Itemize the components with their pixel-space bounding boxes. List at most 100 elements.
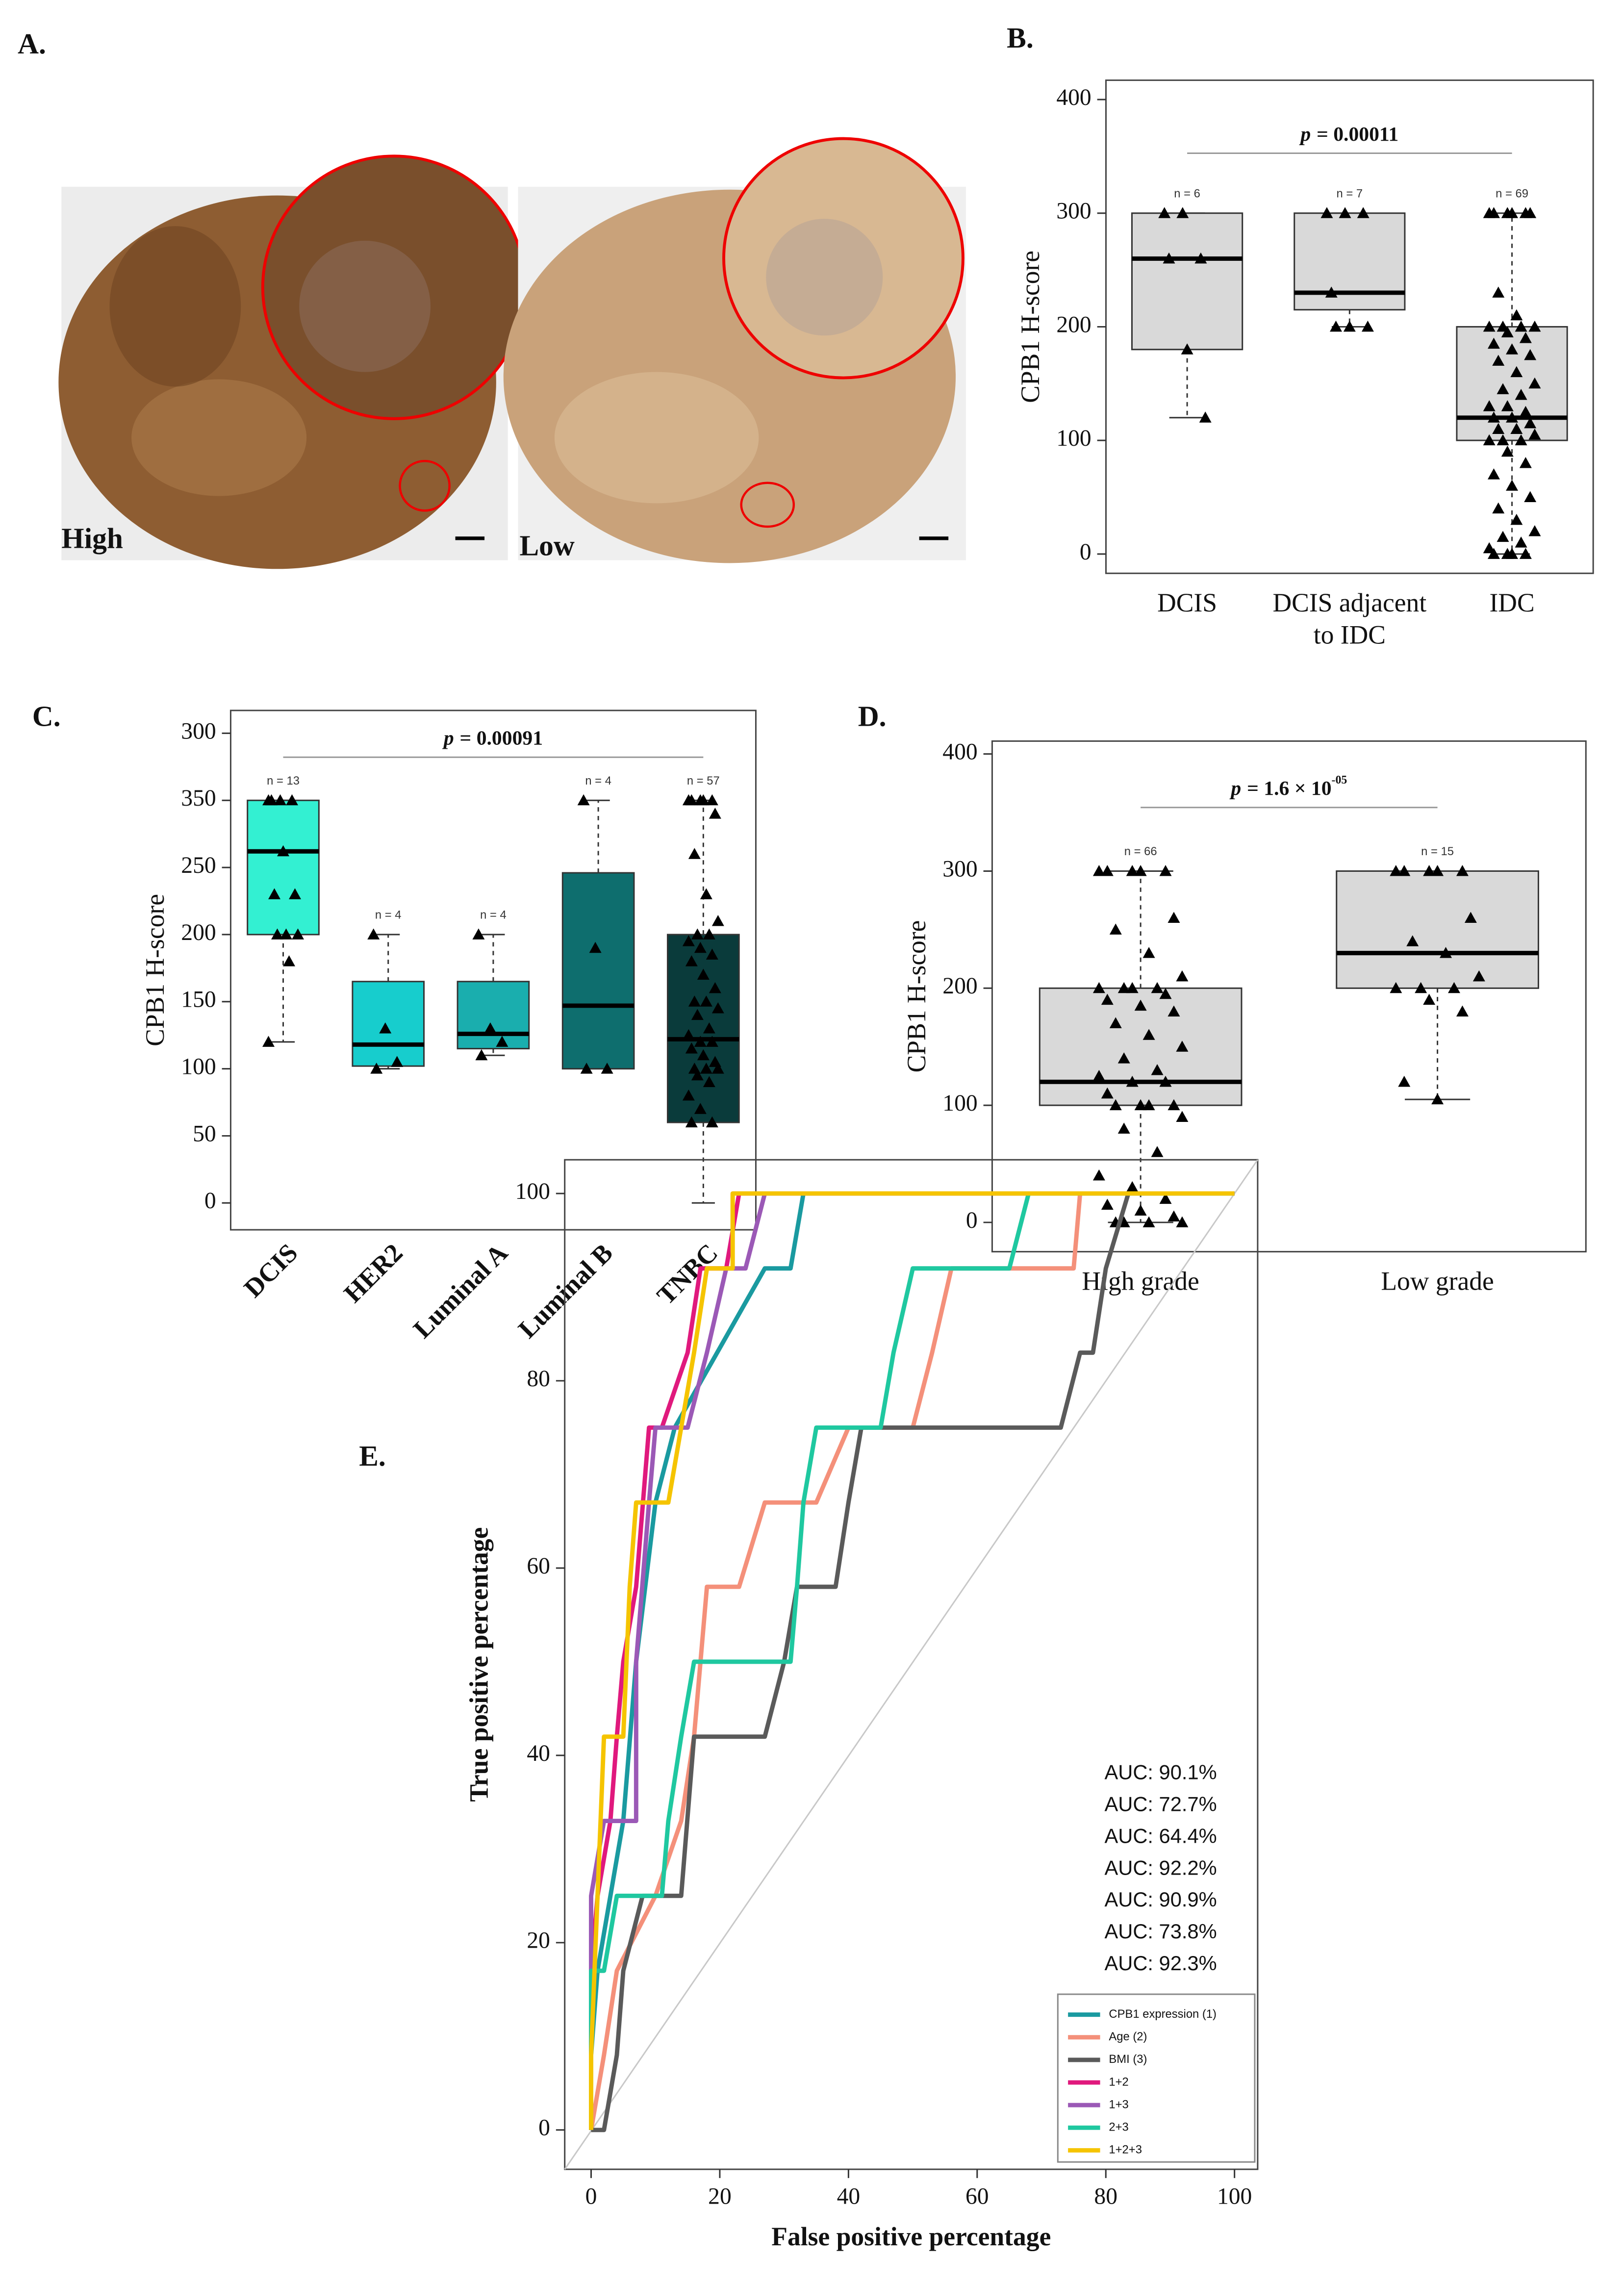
data-point: [1159, 988, 1172, 999]
auc-label: AUC: 73.8%: [1105, 1920, 1217, 1943]
data-point: [703, 1022, 715, 1034]
n-label: n = 13: [267, 774, 300, 787]
data-point: [1487, 207, 1500, 218]
data-point: [697, 794, 710, 806]
data-point: [1134, 1099, 1147, 1111]
annotation-text: = 0.00091: [460, 727, 543, 749]
x-tick-label: 20: [708, 2184, 732, 2209]
n-label: n = 4: [480, 909, 507, 922]
data-point: [283, 955, 296, 966]
y-tick-label: 150: [181, 987, 216, 1013]
data-point: [1492, 355, 1505, 366]
annotation-text: = 1.6 × 10: [1247, 777, 1331, 800]
data-point: [1117, 982, 1130, 993]
data-point: [711, 1063, 724, 1074]
legend-label: 2+3: [1109, 2120, 1128, 2134]
data-point: [1431, 864, 1444, 876]
data-point: [1126, 982, 1139, 993]
data-point: [1501, 445, 1514, 457]
y-tick-label: 0: [538, 2115, 550, 2141]
data-point: [265, 794, 278, 806]
data-point: [1167, 1099, 1180, 1111]
data-point: [1487, 411, 1500, 423]
data-point: [1447, 982, 1460, 993]
data-point: [1142, 1029, 1155, 1040]
box: [1336, 870, 1539, 989]
annotation-symbol: p: [1229, 777, 1241, 800]
data-point: [1390, 982, 1402, 993]
data-point: [1524, 207, 1537, 218]
data-point: [1506, 207, 1519, 218]
data-point: [700, 995, 712, 1007]
data-point: [1528, 377, 1541, 389]
y-tick-label: 60: [527, 1553, 550, 1579]
data-point: [682, 935, 695, 946]
data-point: [475, 1049, 488, 1061]
box: [1131, 212, 1243, 351]
y-axis-label: True positive percentage: [464, 1527, 493, 1802]
data-point: [1483, 434, 1496, 446]
y-tick-label: 300: [942, 856, 977, 882]
legend-label: BMI (3): [1109, 2053, 1147, 2066]
x-axis-label: False positive percentage: [771, 2222, 1051, 2251]
plot-frame: [564, 1159, 1259, 2170]
data-point: [289, 888, 302, 899]
data-point: [379, 1022, 392, 1034]
zoom-marker: [399, 459, 451, 512]
plot-frame: [991, 740, 1587, 1253]
data-point: [1142, 1216, 1155, 1227]
data-point: [1406, 935, 1419, 946]
y-tick-label: 400: [1056, 85, 1091, 110]
data-point: [1176, 1216, 1189, 1227]
box: [1294, 212, 1406, 311]
data-point: [1092, 864, 1105, 876]
data-point: [1167, 1005, 1180, 1017]
data-point: [1506, 411, 1519, 423]
y-tick-label: 40: [527, 1741, 550, 1766]
y-tick-label: 250: [181, 853, 216, 878]
y-tick-label: 0: [204, 1188, 216, 1214]
annotation-symbol: p: [1299, 123, 1311, 145]
data-point: [1492, 502, 1505, 514]
annotation: p = 1.6 × 10-05: [1229, 774, 1347, 800]
data-point: [286, 794, 299, 806]
data-point: [589, 941, 602, 953]
y-axis-label: CPB1 H-score: [1015, 251, 1045, 403]
data-point: [1142, 947, 1155, 958]
box: [247, 799, 320, 936]
y-tick-label: 100: [181, 1054, 216, 1080]
data-point: [1497, 383, 1509, 394]
data-point: [1134, 999, 1147, 1011]
data-point: [706, 1036, 718, 1047]
auc-label: AUC: 90.1%: [1105, 1761, 1217, 1784]
panel-label: D.: [858, 700, 887, 732]
data-point: [1528, 525, 1541, 536]
data-point: [580, 1063, 593, 1074]
legend-label: CPB1 expression (1): [1109, 2007, 1217, 2021]
data-point: [1361, 320, 1374, 332]
x-tick-label: DCIS: [238, 1238, 304, 1303]
data-point: [1487, 337, 1500, 349]
data-point: [1515, 536, 1527, 548]
x-tick-label: to IDC: [1314, 620, 1386, 649]
n-label: n = 7: [1337, 187, 1363, 200]
data-point: [1423, 993, 1436, 1005]
data-point: [703, 928, 715, 940]
tissue-texture: [109, 226, 241, 387]
data-point: [697, 968, 710, 980]
data-point: [367, 928, 380, 940]
data-point: [706, 1116, 718, 1128]
data-point: [706, 948, 718, 960]
data-point: [694, 941, 707, 953]
data-point: [484, 1022, 497, 1034]
data-point: [1176, 207, 1189, 218]
data-point: [1357, 207, 1370, 218]
data-point: [1510, 513, 1523, 525]
data-point: [274, 794, 287, 806]
x-tick-label: 60: [965, 2184, 989, 2209]
data-point: [1440, 947, 1452, 958]
data-point: [1506, 343, 1519, 355]
data-point: [1483, 320, 1496, 332]
data-point: [1167, 1210, 1180, 1221]
annotation: p = 0.00011: [1299, 123, 1398, 145]
